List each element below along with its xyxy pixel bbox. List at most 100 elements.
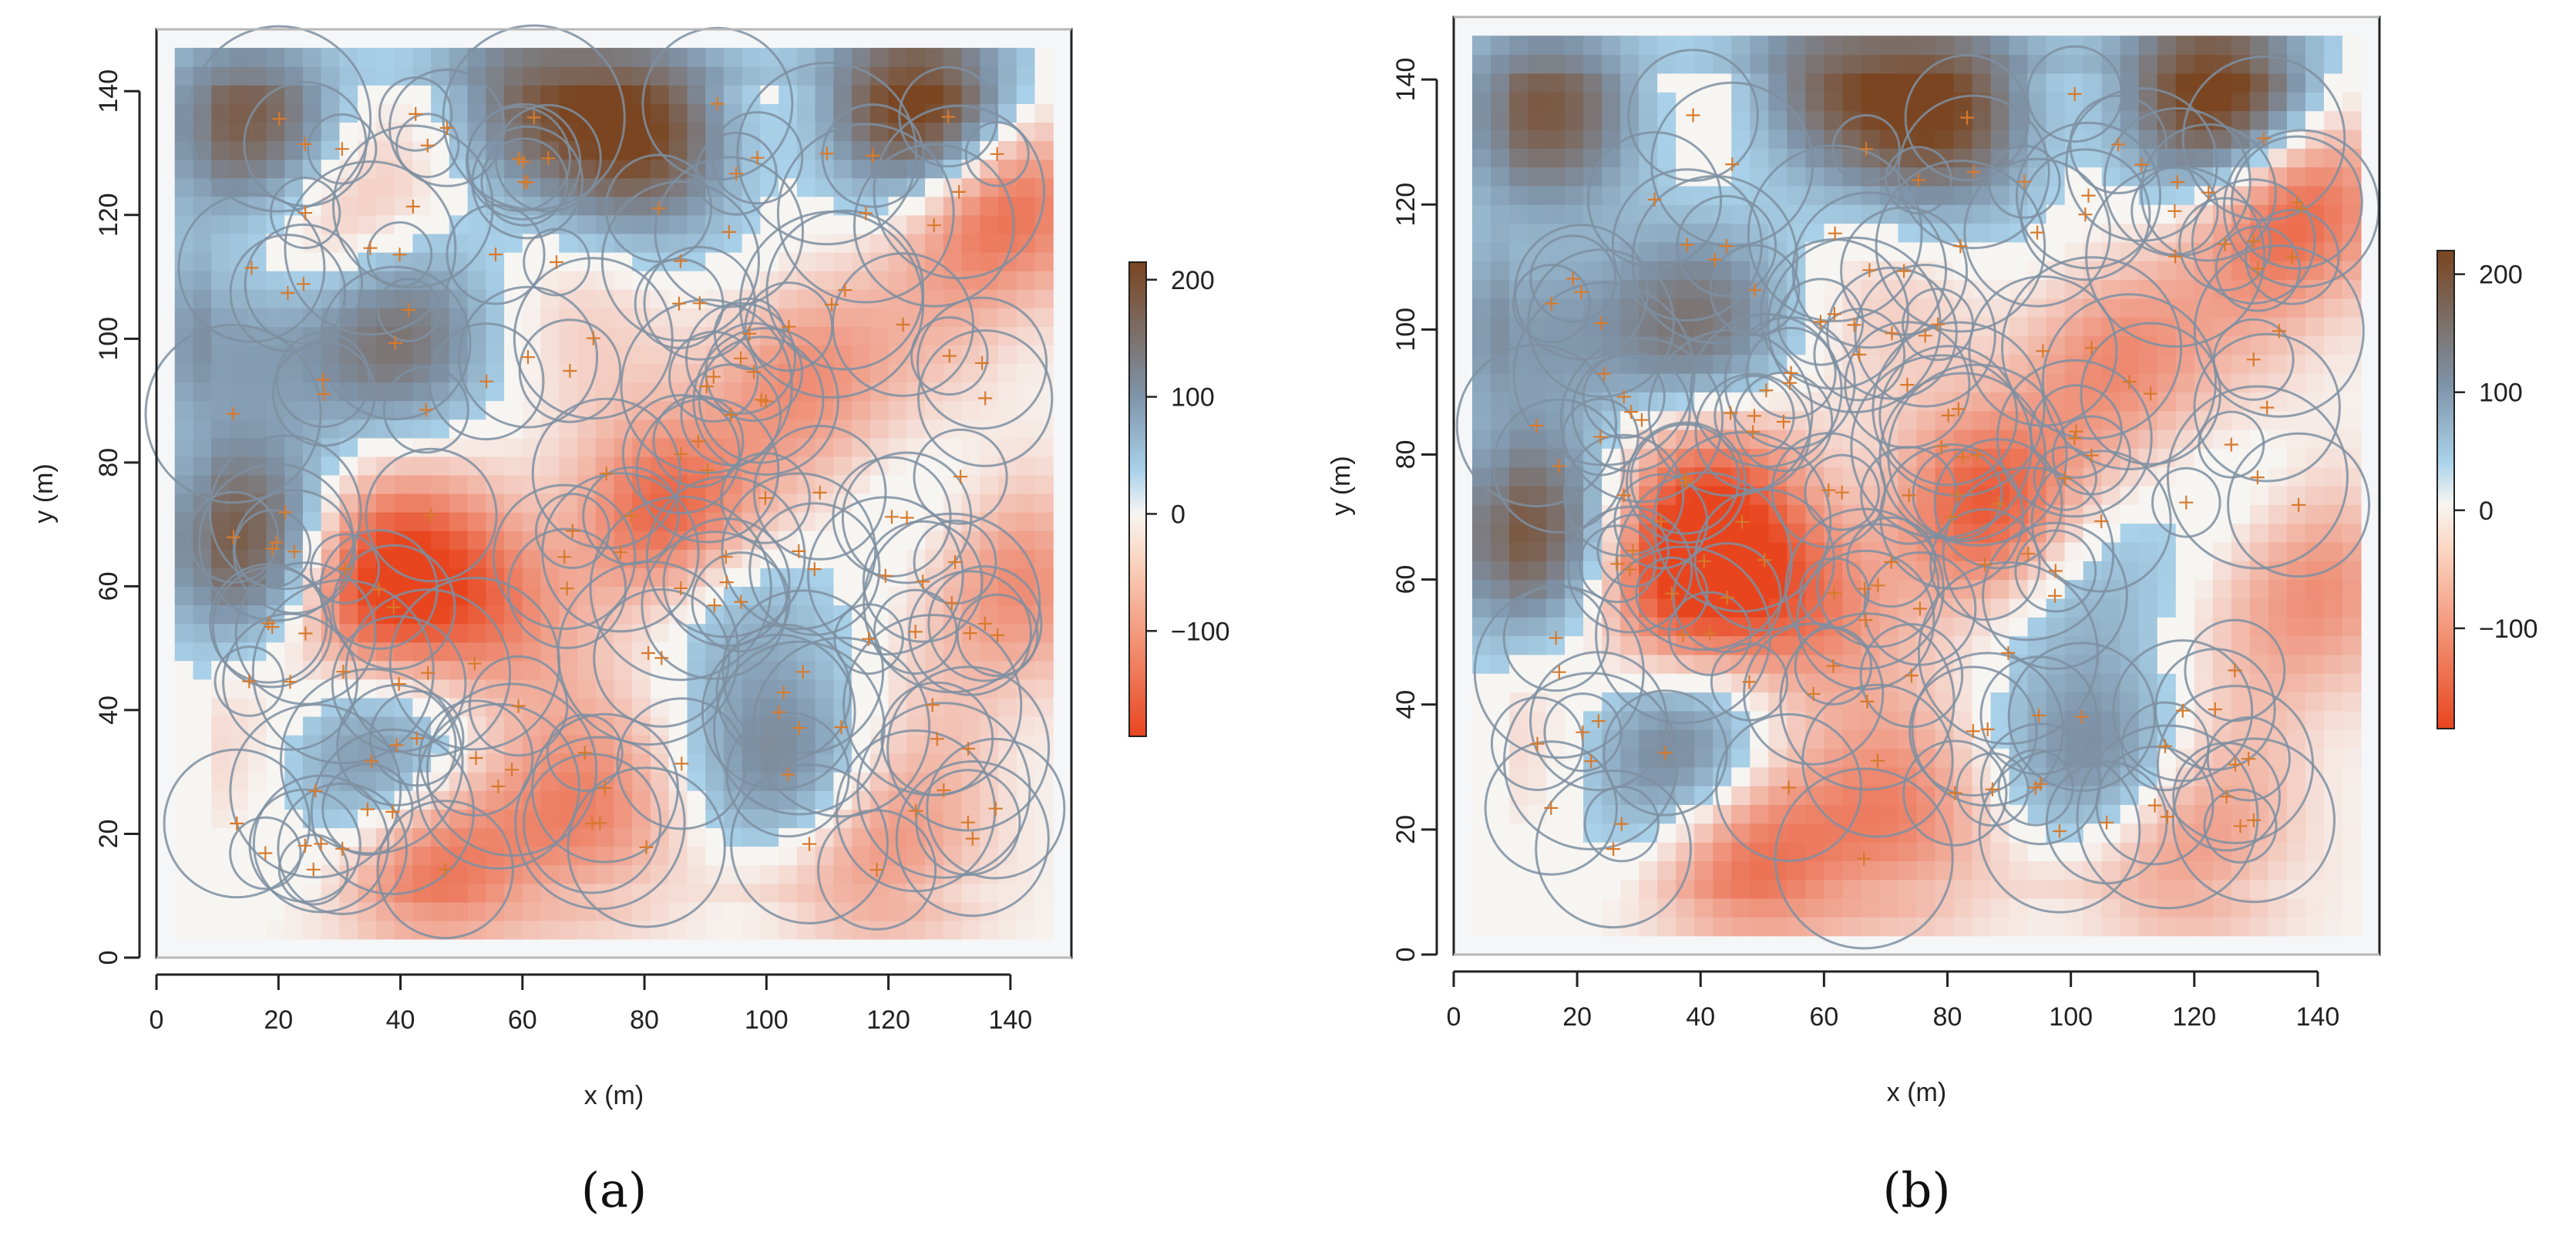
- heat-cell: [1990, 917, 2010, 937]
- heat-cell: [2305, 598, 2325, 618]
- heat-cell: [1731, 879, 1750, 899]
- heat-cell: [2305, 898, 2325, 918]
- heat-cell: [1491, 879, 1510, 899]
- heat-cell: [2286, 110, 2306, 130]
- heat-cell: [852, 140, 871, 160]
- heat-cell: [2157, 523, 2177, 543]
- heat-cell: [1787, 35, 1806, 56]
- heat-cell: [467, 103, 486, 123]
- heat-cell: [614, 48, 633, 67]
- heat-cell: [1953, 110, 1973, 130]
- heat-cell: [1491, 523, 1510, 543]
- heat-cell: [230, 345, 249, 365]
- heat-cell: [2120, 486, 2140, 505]
- heat-cell: [2120, 786, 2140, 805]
- heat-cell: [358, 456, 377, 476]
- heat-cell: [2323, 335, 2343, 355]
- heat-cell: [1768, 729, 1787, 749]
- heat-cell: [193, 419, 212, 439]
- heat-cell: [760, 735, 779, 754]
- heat-cell: [247, 48, 267, 67]
- heat-cell: [2342, 710, 2362, 730]
- heat-cell: [980, 920, 999, 940]
- heat-cell: [961, 363, 980, 383]
- heat-cell: [1953, 35, 1973, 56]
- heat-cell: [486, 48, 505, 67]
- heat-cell: [2046, 92, 2066, 112]
- heat-cell: [2286, 823, 2306, 843]
- heat-cell: [1509, 185, 1528, 205]
- heat-cell: [1898, 579, 1918, 599]
- heat-cell: [1034, 48, 1054, 67]
- heat-cell: [2046, 898, 2066, 918]
- heat-cell: [2194, 579, 2214, 599]
- heat-cell: [2286, 486, 2306, 505]
- heat-cell: [961, 85, 980, 104]
- heat-cell: [833, 66, 853, 86]
- heat-cell: [1657, 54, 1676, 74]
- heat-cell: [595, 642, 615, 662]
- heat-cell: [577, 214, 597, 234]
- heat-cell: [1583, 110, 1602, 130]
- heat-cell: [1861, 279, 1880, 299]
- heat-cell: [193, 716, 212, 736]
- heat-cell: [1491, 241, 1510, 261]
- heat-cell: [779, 660, 798, 680]
- heat-cell: [174, 363, 193, 383]
- heat-cell: [1935, 35, 1955, 56]
- heat-cell: [2286, 598, 2306, 618]
- heat-cell: [577, 103, 597, 123]
- heat-cell: [230, 363, 249, 383]
- heat-cell: [1750, 54, 1769, 74]
- heat-cell: [412, 382, 432, 402]
- heat-cell: [1879, 804, 1899, 824]
- heat-cell: [980, 252, 999, 271]
- heat-cell: [1472, 261, 1491, 281]
- heat-cell: [504, 48, 523, 67]
- heat-cell: [412, 474, 432, 494]
- heat-cell: [1990, 261, 2010, 281]
- heat-cell: [2249, 167, 2269, 187]
- heat-cell: [1491, 298, 1510, 318]
- heat-cell: [961, 271, 980, 290]
- heat-cell: [1787, 879, 1806, 899]
- heat-cell: [1972, 879, 1992, 899]
- heat-cell: [375, 474, 395, 494]
- heat-cell: [2120, 692, 2140, 712]
- heat-cell: [2231, 561, 2251, 581]
- heat-cell: [742, 419, 761, 439]
- heat-cell: [2064, 185, 2084, 205]
- heat-cell: [1972, 486, 1992, 505]
- heat-cell: [833, 252, 853, 271]
- heat-cell: [1034, 512, 1054, 531]
- heat-cell: [2286, 898, 2306, 918]
- heat-cell: [888, 474, 907, 494]
- heat-cell: [1034, 549, 1054, 568]
- heat-cell: [467, 530, 486, 550]
- heat-cell: [2064, 486, 2084, 505]
- heat-cell: [2212, 860, 2232, 881]
- heat-cell: [211, 846, 230, 866]
- heat-cell: [522, 883, 542, 903]
- heat-cell: [595, 308, 615, 327]
- heat-cell: [1016, 326, 1036, 345]
- heat-cell: [1805, 73, 1824, 93]
- heat-cell: [651, 679, 670, 699]
- heat-cell: [1583, 185, 1602, 205]
- heat-cell: [247, 122, 267, 142]
- heat-cell: [193, 827, 212, 847]
- heat-cell: [888, 159, 907, 179]
- heat-cell: [1528, 110, 1547, 130]
- heat-cell: [815, 883, 834, 903]
- heat-cell: [449, 790, 469, 810]
- heat-cell: [266, 122, 285, 142]
- heat-cell: [980, 623, 999, 643]
- heat-cell: [1750, 504, 1769, 524]
- heat-cell: [522, 48, 542, 67]
- heat-cell: [2268, 917, 2288, 937]
- heat-cell: [266, 271, 285, 290]
- heat-cell: [540, 85, 560, 104]
- heat-cell: [540, 809, 560, 829]
- heat-cell: [906, 883, 926, 903]
- heat-cell: [174, 252, 193, 271]
